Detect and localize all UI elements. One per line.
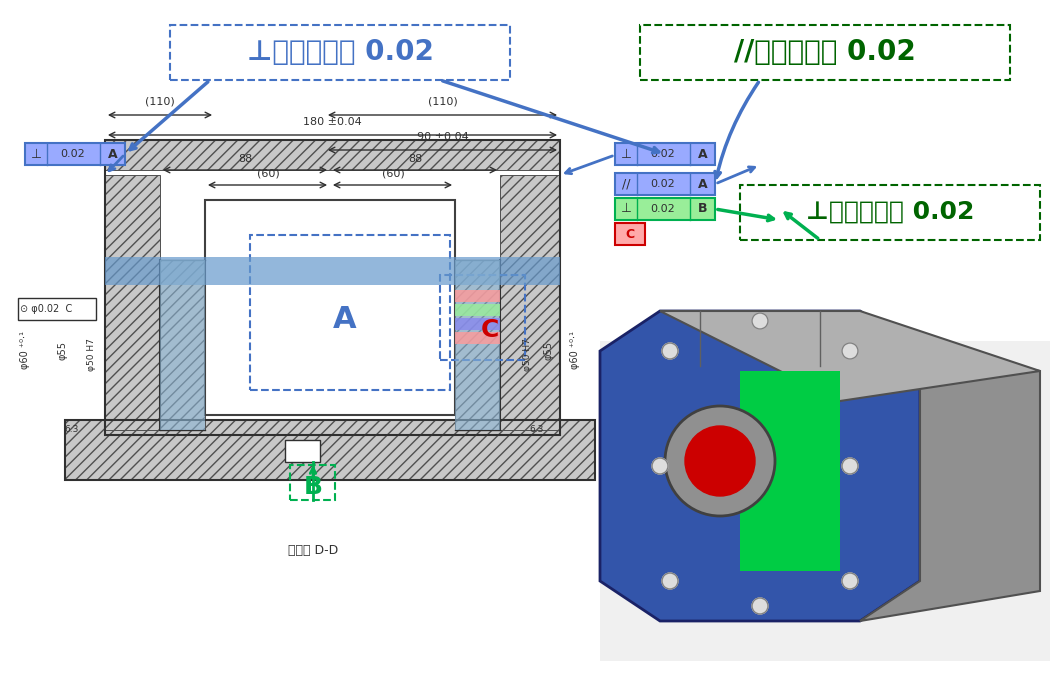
Bar [105,175,160,430]
Text: φ50 H7: φ50 H7 [522,338,532,371]
Circle shape [752,313,768,329]
Polygon shape [740,371,840,571]
Circle shape [842,573,858,589]
Circle shape [752,598,768,614]
Bar [500,175,560,430]
Text: 88: 88 [408,154,423,164]
Text: //: // [622,178,630,191]
Text: 88: 88 [238,154,252,164]
Text: A: A [108,148,118,161]
Circle shape [662,343,678,359]
Bar [615,143,715,165]
Text: (60): (60) [256,169,280,179]
Bar [290,465,335,500]
Text: ⊥（垂直度） 0.02: ⊥（垂直度） 0.02 [247,38,433,66]
Text: 0.02: 0.02 [650,204,676,214]
Text: B: B [304,475,323,499]
Bar [615,223,645,245]
Bar [25,143,125,165]
Bar [160,260,205,430]
Circle shape [665,406,775,516]
Bar [170,25,510,80]
Text: φ55: φ55 [543,340,553,360]
Text: (110): (110) [428,97,457,107]
Bar [455,290,500,302]
Bar [285,440,320,462]
Text: (110): (110) [145,97,175,107]
Bar [640,25,1010,80]
Bar [455,318,500,330]
Bar [439,275,525,360]
Text: 0.02: 0.02 [60,149,86,159]
Polygon shape [660,311,1040,401]
Text: φ60 ⁺⁰⋅¹: φ60 ⁺⁰⋅¹ [570,331,580,369]
Bar [65,420,595,480]
Text: 6.3: 6.3 [530,426,544,434]
Text: φ60 ⁺⁰⋅¹: φ60 ⁺⁰⋅¹ [20,331,30,369]
Bar [65,420,595,480]
Text: φ55: φ55 [57,340,67,360]
Polygon shape [600,311,920,621]
Text: C: C [626,227,634,240]
Text: ⊥: ⊥ [31,148,41,161]
Text: 断面图 D-D: 断面图 D-D [288,543,338,556]
Bar [105,257,560,285]
Text: 0.02: 0.02 [650,149,676,159]
Bar [105,140,560,435]
Text: ⊥（垂直度） 0.02: ⊥（垂直度） 0.02 [806,200,974,224]
Circle shape [662,573,678,589]
Bar [455,260,500,430]
Polygon shape [860,351,1040,621]
Bar [455,260,500,430]
Text: 6.3: 6.3 [65,426,79,434]
Text: ⊥: ⊥ [621,202,631,215]
Text: C: C [481,318,499,342]
Bar [455,332,500,344]
Text: //（平行度） 0.02: //（平行度） 0.02 [734,38,916,66]
Text: 90 ±0.04: 90 ±0.04 [417,132,469,142]
Circle shape [685,426,755,496]
Bar [18,298,96,320]
Bar [600,341,1051,661]
Bar [250,235,450,390]
Text: ⊙ φ0.02  C: ⊙ φ0.02 C [20,304,72,314]
Bar [105,140,560,170]
Text: B: B [698,202,707,215]
Circle shape [842,458,858,474]
Bar [615,198,715,220]
Text: A: A [334,306,357,334]
Text: ⊥: ⊥ [621,148,631,161]
Text: A: A [698,178,707,191]
Text: 0.02: 0.02 [650,179,676,189]
Text: 180 ±0.04: 180 ±0.04 [303,117,361,127]
Bar [615,173,715,195]
Bar [740,185,1040,240]
Text: A: A [698,148,707,161]
Text: (60): (60) [381,169,405,179]
Circle shape [842,343,858,359]
Circle shape [652,458,668,474]
Bar [205,200,455,415]
Text: φ50 H7: φ50 H7 [88,338,96,371]
Bar [0,0,590,681]
Bar [455,304,500,316]
Bar [160,260,205,430]
